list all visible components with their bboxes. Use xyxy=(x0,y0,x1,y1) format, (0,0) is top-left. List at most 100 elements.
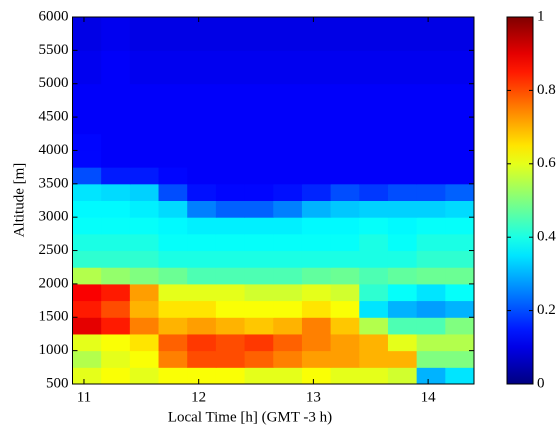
heatmap-cell xyxy=(101,350,131,368)
y-tick-label: 6000 xyxy=(39,8,69,24)
heatmap-cell xyxy=(330,33,360,51)
heatmap-cell xyxy=(445,117,475,135)
heatmap-cell xyxy=(158,117,188,135)
heatmap-cell xyxy=(359,67,389,85)
heatmap-cell xyxy=(445,67,475,85)
heatmap-cell xyxy=(387,83,418,101)
heatmap-cell xyxy=(187,200,217,218)
heatmap-cell xyxy=(273,217,303,235)
heatmap-cell xyxy=(445,233,475,252)
heatmap-cell xyxy=(72,250,102,268)
heatmap-cell xyxy=(72,17,102,35)
heatmap-cell xyxy=(101,217,131,235)
heatmap-cell xyxy=(445,83,475,101)
heatmap-cell xyxy=(416,283,446,302)
heatmap-cell xyxy=(416,200,446,218)
heatmap-cell xyxy=(416,150,446,168)
heatmap-cell xyxy=(416,350,446,368)
heatmap-cell xyxy=(158,250,188,268)
colorbar-frame xyxy=(506,16,534,385)
y-tick-label: 2000 xyxy=(39,275,69,291)
heatmap-cell xyxy=(330,267,360,285)
heatmap-cell xyxy=(301,217,332,235)
heatmap-cell xyxy=(359,150,389,168)
heatmap-cell xyxy=(359,317,389,335)
heatmap-cell xyxy=(244,117,274,135)
heatmap-cell xyxy=(244,350,274,368)
heatmap-cell xyxy=(187,183,217,201)
heatmap-cell xyxy=(330,317,360,335)
heatmap-cell xyxy=(301,50,332,68)
heatmap-cell xyxy=(158,183,188,201)
heatmap-cell xyxy=(359,183,389,201)
y-tick-label: 5500 xyxy=(39,42,69,58)
heatmap-cell xyxy=(187,83,217,101)
heatmap-cell xyxy=(187,167,217,185)
heatmap-cell xyxy=(158,317,188,335)
heatmap-cell xyxy=(301,317,332,335)
heatmap-cell xyxy=(244,183,274,201)
colorbar-tick-label: 0 xyxy=(537,375,545,391)
heatmap-cell xyxy=(158,133,188,151)
heatmap-cell xyxy=(416,333,446,352)
heatmap-cell xyxy=(215,50,246,68)
heatmap-cell xyxy=(273,183,303,201)
heatmap-cell xyxy=(387,100,418,118)
heatmap-cell xyxy=(445,350,475,368)
heatmap-cell xyxy=(301,17,332,35)
heatmap-cell xyxy=(101,317,131,335)
heatmap-cell xyxy=(72,67,102,85)
heatmap-cell xyxy=(445,217,475,235)
heatmap-cell xyxy=(273,50,303,68)
heatmap-cell xyxy=(101,300,131,318)
heatmap-cell xyxy=(445,167,475,185)
heatmap-cell xyxy=(158,233,188,252)
heatmap-cell xyxy=(187,300,217,318)
heatmap-cell xyxy=(301,350,332,368)
heatmap-cell xyxy=(301,167,332,185)
heatmap-cell xyxy=(215,217,246,235)
heatmap-cell xyxy=(301,100,332,118)
y-tick-label: 2500 xyxy=(39,242,69,258)
heatmap-cell xyxy=(215,350,246,368)
heatmap-cell xyxy=(301,117,332,135)
heatmap-cell xyxy=(273,117,303,135)
heatmap-cell xyxy=(301,233,332,252)
heatmap-cell xyxy=(445,133,475,151)
heatmap-cell xyxy=(72,333,102,352)
heatmap-cell xyxy=(158,67,188,85)
heatmap-cell xyxy=(387,133,418,151)
heatmap-cell xyxy=(359,50,389,68)
heatmap-cell xyxy=(215,283,246,302)
heatmap-cell xyxy=(416,300,446,318)
heatmap-cell xyxy=(359,300,389,318)
colorbar-tick-label: 0.4 xyxy=(537,229,556,245)
heatmap-cell xyxy=(215,333,246,352)
heatmap-cell xyxy=(101,83,131,101)
heatmap-cell xyxy=(244,283,274,302)
heatmap-cell xyxy=(244,233,274,252)
heatmap-cell xyxy=(101,167,131,185)
heatmap-cell xyxy=(301,300,332,318)
heatmap-cell xyxy=(244,333,274,352)
heatmap-cell xyxy=(129,350,160,368)
heatmap-cell xyxy=(158,350,188,368)
heatmap-cell xyxy=(72,300,102,318)
heatmap-cell xyxy=(158,150,188,168)
heatmap-cell xyxy=(273,233,303,252)
heatmap-cell xyxy=(273,167,303,185)
y-tick-label: 5000 xyxy=(39,75,69,91)
heatmap-cell xyxy=(158,17,188,35)
heatmap-cell xyxy=(158,33,188,51)
heatmap-cell xyxy=(416,100,446,118)
heatmap-cell xyxy=(215,267,246,285)
heatmap-cell xyxy=(101,117,131,135)
heatmap-cell xyxy=(158,167,188,185)
heatmap-cell xyxy=(301,83,332,101)
heatmap-cell xyxy=(387,317,418,335)
heatmap-cell xyxy=(72,100,102,118)
heatmap-cell xyxy=(72,33,102,51)
heatmap-cell xyxy=(158,200,188,218)
heatmap-cell xyxy=(215,17,246,35)
heatmap-cell xyxy=(129,333,160,352)
